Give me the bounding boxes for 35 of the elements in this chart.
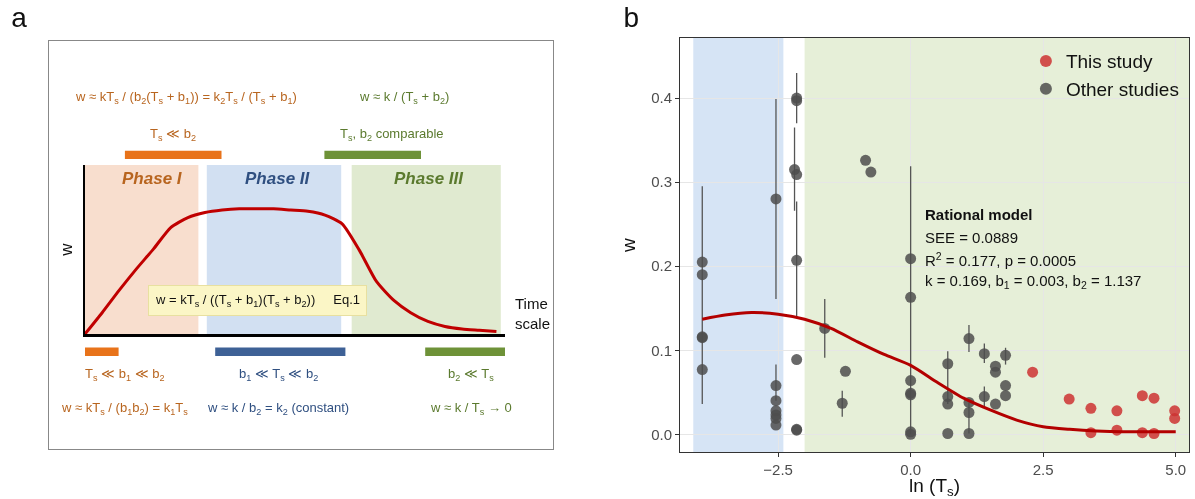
text: w ≈ k / T$_{s}$ → 0: [430, 400, 512, 417]
text: T$_{s}$, b$_{2}$ comparable: [340, 126, 444, 143]
chart-title: a: [11, 2, 28, 34]
y-tick-label: 0.0: [651, 425, 672, 443]
x-tick-label: 5.0: [1165, 461, 1187, 478]
text: b$_{2}$ ≪ T$_{s}$: [448, 366, 495, 383]
text: Phase I: [122, 169, 183, 188]
legend-label: Other studies: [1065, 79, 1179, 101]
y-tick-label: 0.3: [651, 173, 672, 191]
y-axis-title: w: [617, 237, 639, 253]
legend-label: This study: [1065, 51, 1153, 73]
chart-title: b: [623, 2, 640, 34]
text: T$_{s}$ ≪ b$_{1}$ ≪ b$_{2}$: [85, 366, 165, 383]
text: w ≈ kT$_{s}$ / (b$_{2}$(T$_{s}$ + b$_{1}$)) = k$_{2}$T$_{s}$ / (T$_{s}$ + b$_{1}$): [76, 89, 297, 106]
annotation: R$^{2}$ = 0.177, p = 0.0005: [925, 250, 1076, 270]
annotation: Rational model: [925, 206, 1033, 223]
text: w ≈ k / b$_{2}$ = k$_{2}$ (constant): [207, 400, 350, 417]
annotation: SEE = 0.0889: [925, 229, 1018, 246]
text: w ≈ kT$_{s}$ / (b$_{1}$b$_{2}$) = k$_{1}$T$_{s}$: [62, 400, 188, 417]
y-tick-label: 0.4: [651, 89, 672, 107]
annotation: k = 0.169, b$_{1}$ = 0.003, b$_{2}$ = 1.137: [925, 272, 1142, 292]
text: b$_{1}$ ≪ T$_{s}$ ≪ b$_{2}$: [239, 366, 319, 383]
y-axis-title: w: [56, 242, 76, 257]
x-tick-label: −2.5: [763, 461, 793, 478]
text: T$_{s}$ ≪ b$_{2}$: [150, 126, 197, 143]
x-axis-title: Time scale: [515, 295, 551, 332]
text: w ≈ k / (T$_{s}$ + b$_{2}$): [359, 89, 450, 106]
text: Phase II: [245, 169, 311, 188]
x-tick-label: 0.0: [900, 461, 922, 478]
x-tick-label: 2.5: [1032, 461, 1054, 478]
y-tick-label: 0.2: [651, 257, 672, 275]
text: Phase III: [394, 169, 465, 188]
y-tick-label: 0.1: [651, 341, 672, 359]
text: w = kT$_{s}$ / ((T$_{s}$ + b$_{1}$)(T$_{s}$ + b$_{2}$)) Eq.1: [156, 292, 361, 309]
x-axis-title: ln (T$_{s}$): [909, 475, 960, 499]
